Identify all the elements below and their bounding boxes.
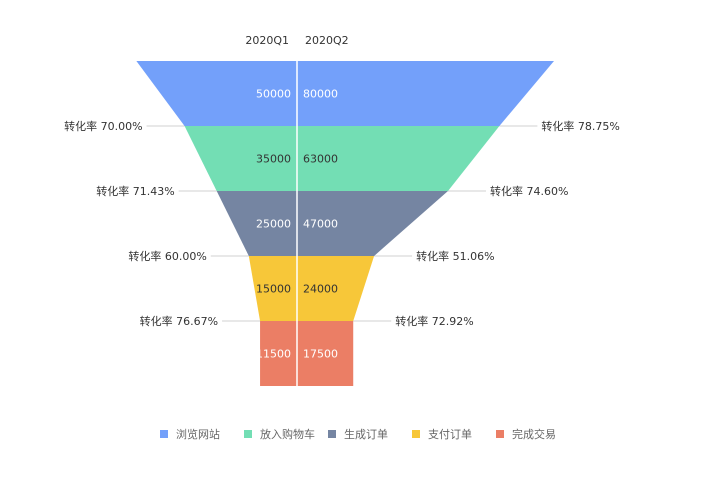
legend-swatch-4	[412, 430, 420, 438]
funnel-segment-q2-2[interactable]	[297, 126, 500, 191]
funnel-segment-q1-3[interactable]	[216, 191, 297, 256]
legend-label-1: 浏览网站	[176, 427, 220, 441]
conversion-label-q1-1: 转化率 70.00%	[64, 119, 142, 133]
value-label-q2-5: 17500	[303, 348, 338, 361]
value-label-q1-5: 11500	[256, 348, 291, 361]
legend-item-4[interactable]: 支付订单	[412, 428, 472, 441]
funnel-segment-q1-5[interactable]	[260, 321, 297, 386]
series-label-q1: 2020Q1	[245, 34, 289, 47]
legend-swatch-1	[160, 430, 168, 438]
legend-item-1[interactable]: 浏览网站	[160, 427, 220, 441]
funnel-segment-q1-1[interactable]	[136, 61, 297, 126]
legend-label-4: 支付订单	[428, 428, 472, 441]
value-label-q1-1: 50000	[256, 88, 291, 101]
legend-label-2: 放入购物车	[260, 427, 315, 441]
legend-label-3: 生成订单	[344, 427, 388, 441]
conversion-label-q2-2: 转化率 74.60%	[490, 184, 568, 198]
conversion-label-q1-2: 转化率 71.43%	[96, 184, 174, 198]
legend-item-3[interactable]: 生成订单	[328, 427, 388, 441]
conversion-label-q2-1: 转化率 78.75%	[541, 119, 619, 133]
legend-item-5[interactable]: 完成交易	[496, 427, 556, 441]
funnel-segment-q1-2[interactable]	[184, 126, 297, 191]
funnel-segment-q2-5[interactable]	[297, 321, 354, 386]
conversion-label-q2-3: 转化率 51.06%	[416, 249, 494, 263]
value-label-q1-4: 15000	[256, 283, 291, 296]
value-label-q1-2: 35000	[256, 153, 291, 166]
value-label-q2-4: 24000	[303, 283, 338, 296]
funnel-segment-q2-4[interactable]	[297, 256, 375, 321]
funnel-segment-q2-1[interactable]	[297, 61, 554, 126]
value-label-q2-3: 47000	[303, 218, 338, 231]
series-label-q2: 2020Q2	[305, 34, 349, 47]
value-label-q2-1: 80000	[303, 88, 338, 101]
value-label-q1-3: 25000	[256, 218, 291, 231]
legend-label-5: 完成交易	[512, 427, 556, 441]
legend-item-2[interactable]: 放入购物车	[244, 427, 315, 441]
funnel-segment-q2-3[interactable]	[297, 191, 448, 256]
legend-swatch-2	[244, 430, 252, 438]
conversion-label-q1-3: 转化率 60.00%	[128, 249, 206, 263]
value-label-q2-2: 63000	[303, 153, 338, 166]
funnel-segment-q1-4[interactable]	[248, 256, 297, 321]
legend-swatch-5	[496, 430, 504, 438]
legend-swatch-3	[328, 430, 336, 438]
conversion-label-q2-4: 转化率 72.92%	[395, 314, 473, 328]
conversion-label-q1-4: 转化率 76.67%	[140, 314, 218, 328]
